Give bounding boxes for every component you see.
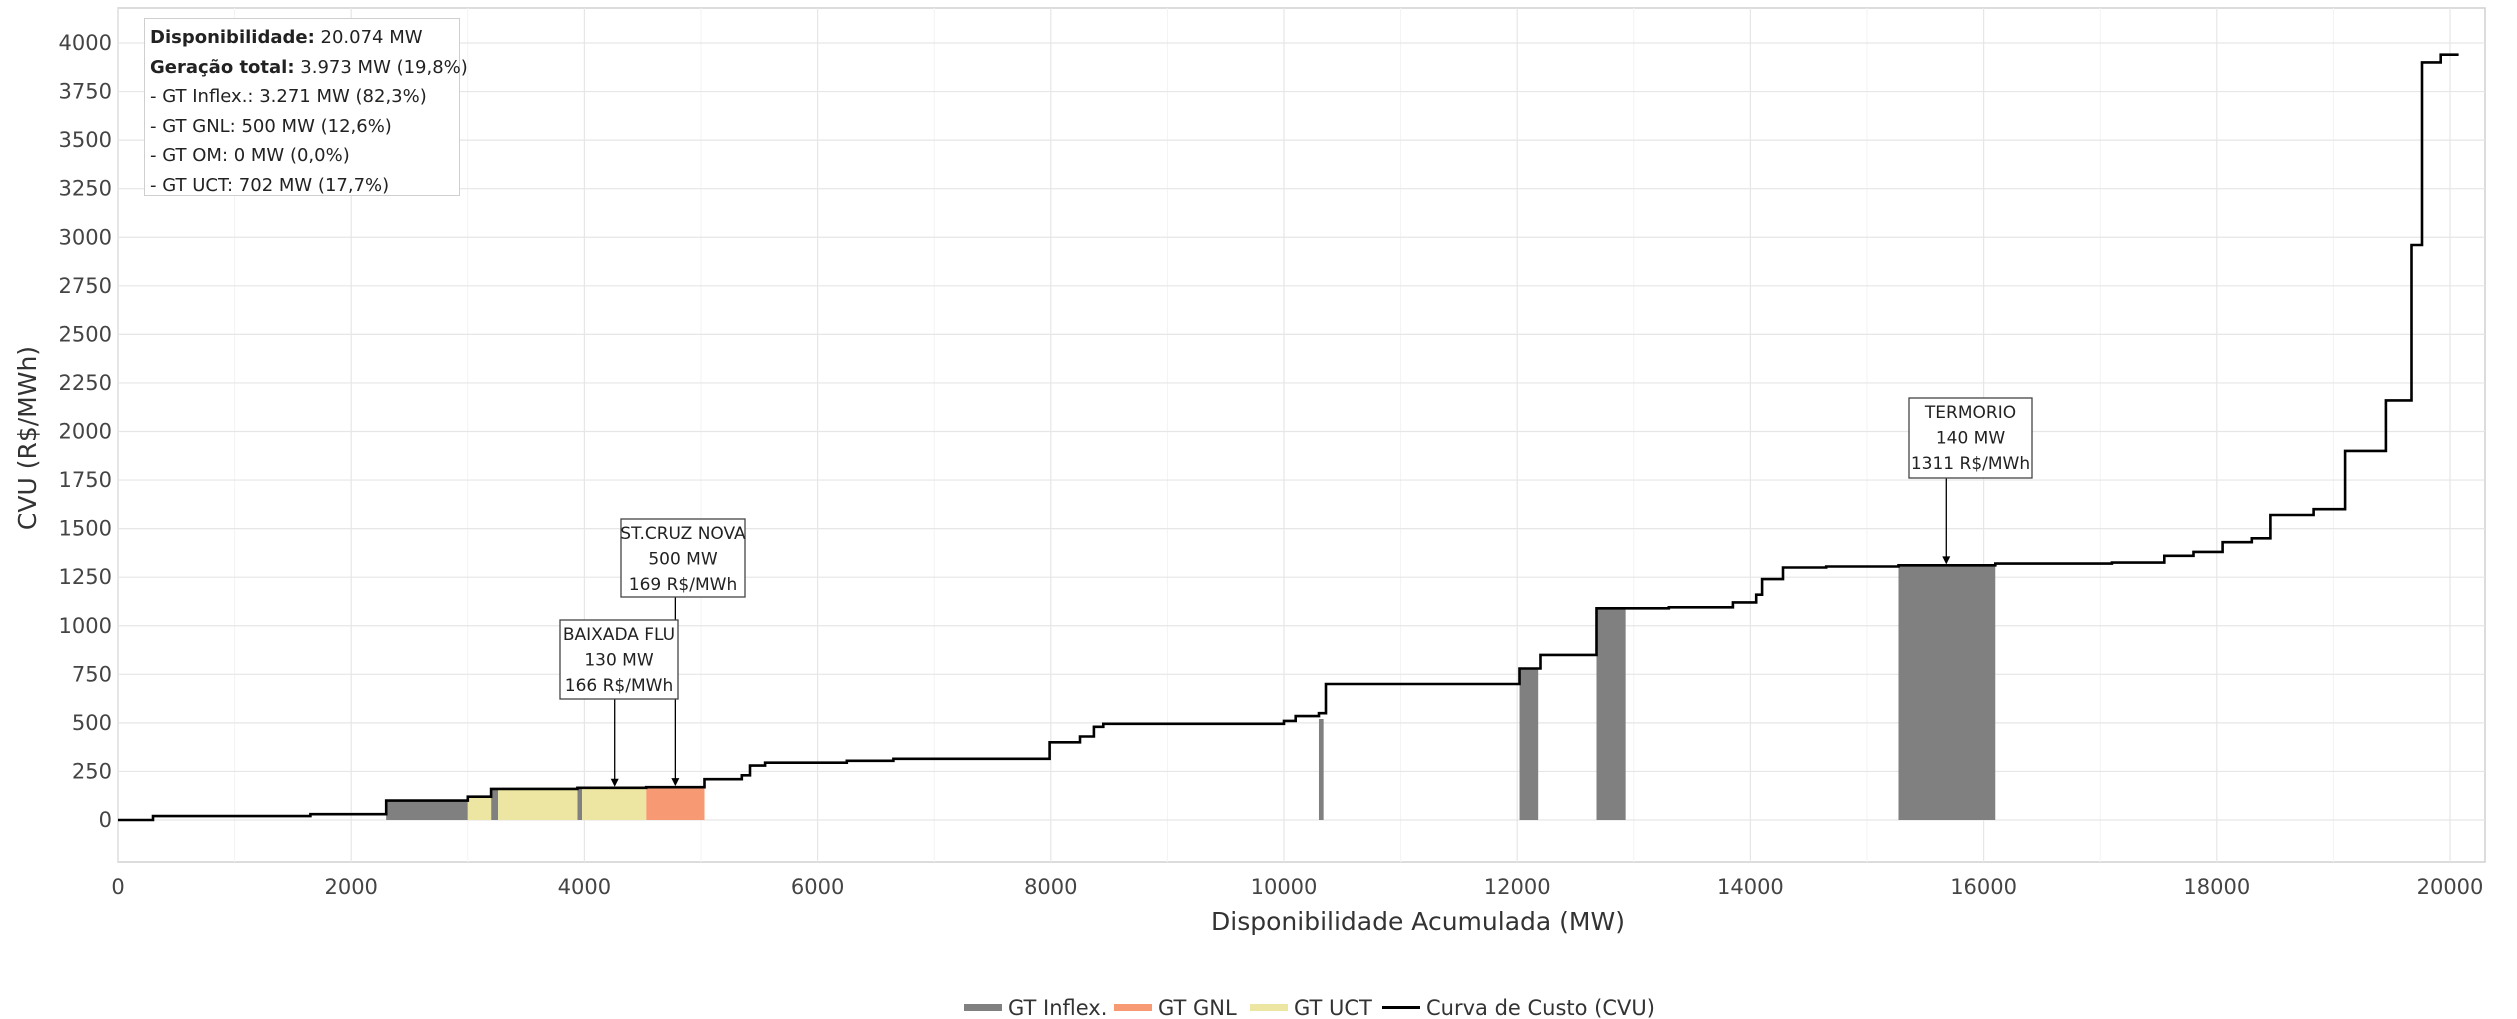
annotation: TERMORIO 140 MW 1311 R$/MWh	[1908, 397, 2033, 565]
info-item: - GT UCT: 702 MW (17,7%)	[150, 174, 390, 196]
y-tick-label: 750	[72, 662, 112, 686]
x-axis-ticks: 0 2000 4000 6000 8000 10000 12000 14000 16000 180…	[111, 875, 2483, 899]
info-item: - GT OM: 0 MW (0,0%)	[150, 145, 350, 166]
y-tick-label: 3250	[59, 177, 112, 201]
x-tick-label: 16000	[1950, 875, 2017, 899]
info-disp-value: 20.074 MW	[320, 27, 423, 48]
annotation-box	[559, 619, 679, 700]
info-geracao: Geração total: 3.973 MW (19,8%)	[150, 53, 468, 83]
area-segment	[1519, 668, 1539, 820]
x-tick-label: 12000	[1484, 875, 1551, 899]
annotation-text: TERMORIO	[1924, 403, 2016, 423]
annotations: ST.CRUZ NOVA 500 MW 169 R$/MWh BAIXADA FLU 1…	[559, 397, 2033, 787]
annotation-box	[1908, 397, 2033, 479]
info-ger-value: 3.973 MW (19,8%)	[300, 56, 468, 78]
y-tick-label: 1000	[59, 614, 112, 638]
x-tick-label: 18000	[2183, 875, 2250, 899]
info-item: - GT GNL: 500 MW (12,6%)	[150, 115, 392, 137]
y-tick-label: 500	[72, 711, 112, 735]
legend-swatch	[1114, 1004, 1152, 1011]
x-tick-label: 20000	[2417, 875, 2484, 899]
annotation-text: 166 R$/MWh	[565, 676, 673, 696]
area-segment	[1898, 565, 1996, 820]
x-tick-label: 10000	[1251, 875, 1318, 899]
x-tick-label: 6000	[791, 875, 844, 899]
y-tick-label: 2500	[59, 322, 112, 346]
area-segment	[1596, 608, 1626, 820]
legend-swatch	[1250, 1004, 1288, 1011]
legend-swatch	[964, 1004, 1002, 1011]
annotation-box	[620, 518, 746, 598]
annotation-arrow-head	[1942, 556, 1951, 565]
annotation-text: 1311 R$/MWh	[1911, 454, 2030, 474]
y-tick-label: 4000	[59, 31, 112, 55]
y-tick-label: 2750	[59, 274, 112, 298]
x-tick-label: 14000	[1717, 875, 1784, 899]
y-tick-label: 250	[72, 759, 112, 783]
x-tick-label: 4000	[558, 875, 611, 899]
info-box: Disponibilidade: 20.074 MW Geração total…	[144, 18, 468, 196]
y-tick-label: 1750	[59, 468, 112, 492]
legend-item: Curva de Custo (CVU)	[1382, 996, 1655, 1019]
annotation-text: 130 MW	[584, 651, 654, 671]
y-axis-ticks: 0 250 500 750 1000 1250 1500 1750 2000 2250 2500 27…	[59, 31, 112, 832]
y-tick-label: 0	[99, 808, 112, 832]
cost-curve-line	[118, 53, 2459, 822]
annotation-text: 140 MW	[1936, 429, 2006, 449]
legend-item: GT UCT	[1250, 996, 1372, 1019]
y-tick-label: 2000	[59, 420, 112, 444]
annotation: ST.CRUZ NOVA 500 MW 169 R$/MWh	[620, 518, 746, 787]
annotation-text: BAIXADA FLU	[563, 625, 675, 645]
area-segment	[646, 787, 705, 820]
info-disp-label: Disponibilidade:	[150, 27, 315, 48]
area-segment	[582, 787, 647, 820]
legend-label: GT Inflex.	[1008, 996, 1107, 1019]
area-segment	[1318, 718, 1324, 820]
y-tick-label: 3000	[59, 225, 112, 249]
area-segment	[467, 796, 492, 820]
annotation-arrow-head	[671, 778, 680, 787]
x-tick-label: 0	[111, 875, 124, 899]
area-segment	[491, 788, 499, 820]
plot-frame	[117, 7, 2486, 863]
legend-label: GT UCT	[1294, 996, 1372, 1019]
y-tick-label: 1500	[59, 517, 112, 541]
y-tick-label: 3750	[59, 80, 112, 104]
area-segment	[577, 787, 583, 820]
info-ger-label: Geração total:	[150, 56, 295, 78]
y-tick-label: 3500	[59, 128, 112, 152]
legend-line-swatch	[1382, 1006, 1420, 1009]
annotation-text: 500 MW	[648, 550, 718, 570]
annotation-text: 169 R$/MWh	[629, 575, 737, 595]
x-tick-label: 2000	[324, 875, 377, 899]
annotation: BAIXADA FLU 130 MW 166 R$/MWh	[559, 619, 679, 787]
grid	[117, 7, 2486, 863]
y-tick-label: 1250	[59, 565, 112, 589]
legend-label: GT GNL	[1158, 996, 1237, 1019]
info-item: - GT Inflex.: 3.271 MW (82,3%)	[150, 86, 427, 107]
legend-label: Curva de Custo (CVU)	[1426, 996, 1655, 1019]
annotation-arrow-head	[610, 778, 619, 787]
legend: GT Inflex. GT GNL GT UCT Curva de Custo (CV…	[964, 996, 1655, 1019]
area-fills	[386, 565, 1996, 820]
y-tick-label: 2250	[59, 371, 112, 395]
x-axis-title: Disponibilidade Acumulada (MW)	[1211, 907, 1625, 936]
area-segment	[498, 787, 578, 820]
x-tick-label: 8000	[1024, 875, 1077, 899]
annotation-text: ST.CRUZ NOVA	[620, 524, 746, 544]
cost-curve	[118, 53, 2459, 822]
legend-item: GT GNL	[1114, 996, 1237, 1019]
y-axis-title: CVU (R$/MWh)	[13, 346, 42, 530]
area-segment	[386, 800, 468, 820]
info-disponibilidade: Disponibilidade: 20.074 MW	[150, 23, 459, 53]
legend-item: GT Inflex.	[964, 996, 1107, 1019]
